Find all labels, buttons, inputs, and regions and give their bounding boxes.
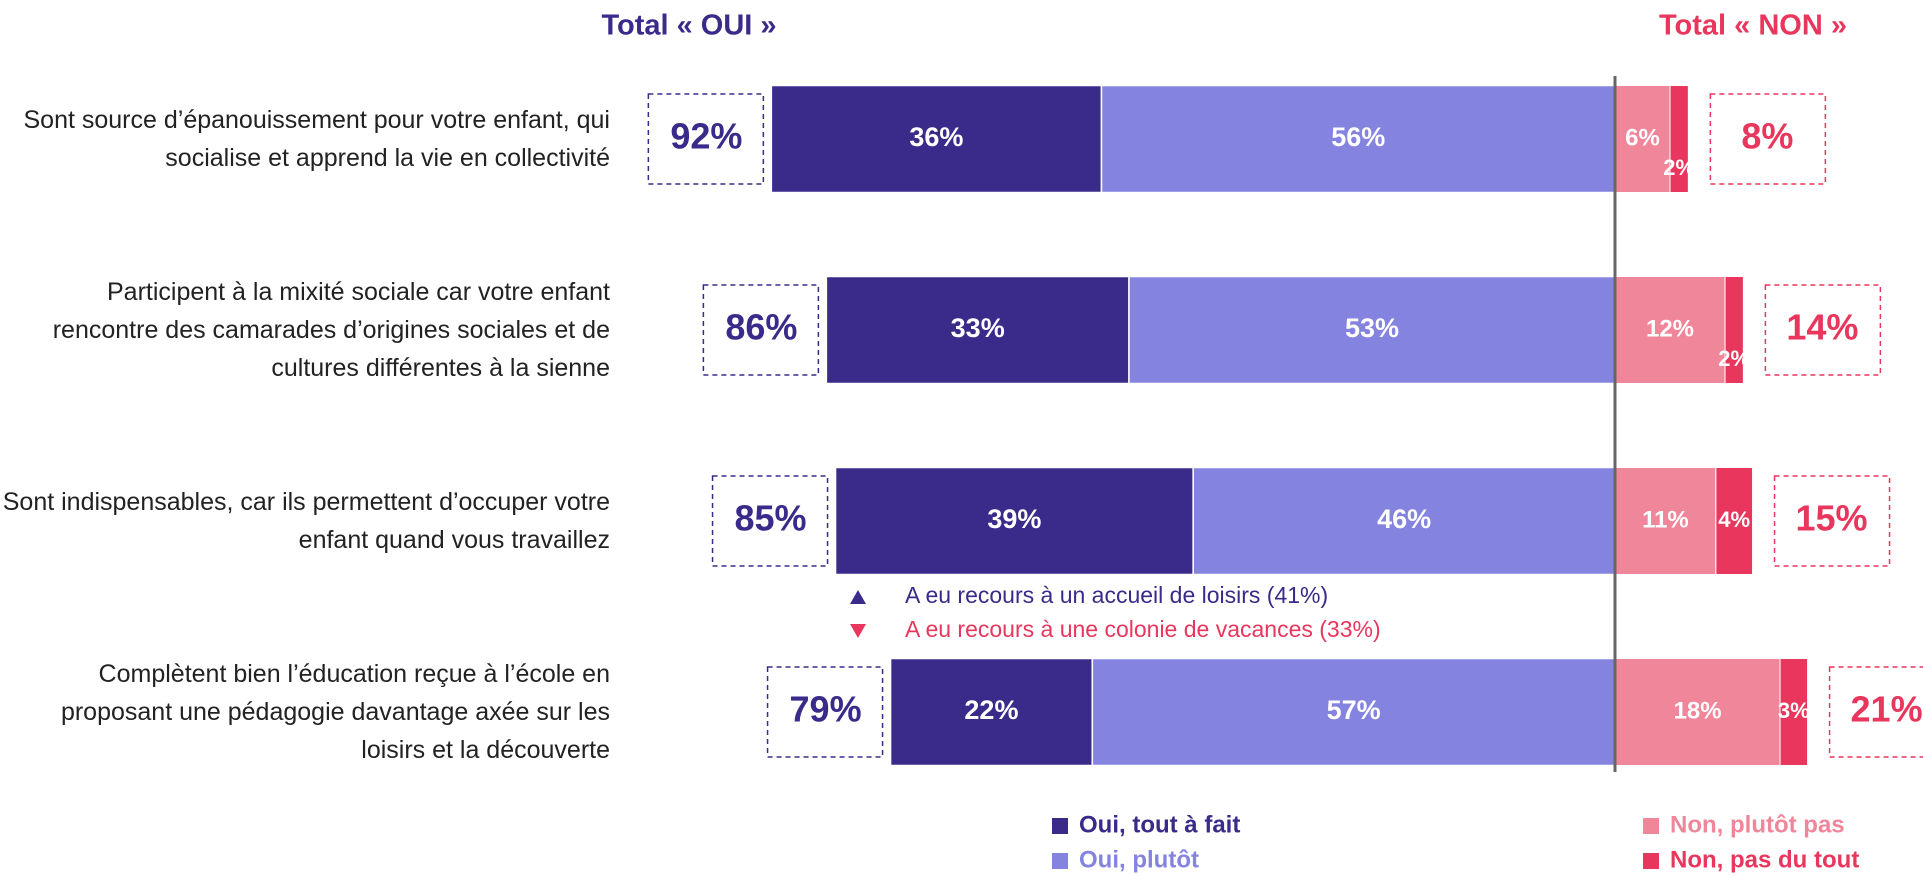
value-label: 33% [951,313,1005,343]
bar-segment [1614,467,1717,575]
value-label: 2% [1663,155,1695,180]
total-label: 15% [1796,498,1868,539]
category-label: Complètent bien l’éducation reçue à l’éc… [60,660,610,764]
value-label: 57% [1327,695,1381,725]
title-right: Total « NON » [1659,10,1847,42]
legend-swatch [1643,853,1659,869]
total-label: 21% [1851,689,1923,730]
bar-segment [1100,84,1616,194]
annotation: A eu recours à une colonie de vacances (… [905,616,1381,642]
value-label: 46% [1377,504,1431,534]
bar-segment [825,275,1130,385]
bar-segment [1715,467,1754,575]
legend-swatch [1052,853,1068,869]
annotation-marker [850,624,866,638]
value-label: 2% [1718,346,1750,371]
bar-segment [1669,85,1689,193]
legend-label: Oui, tout à fait [1079,811,1240,838]
value-label: 12% [1646,315,1694,342]
category-label: Sont indispensables, car ils permettent … [2,488,610,554]
bar-segment [1128,275,1616,385]
value-label: 53% [1345,313,1399,343]
value-label: 36% [909,122,963,152]
total-box [711,475,829,567]
value-label: 18% [1674,697,1722,724]
bar-segment [1724,276,1744,384]
total-label: 85% [735,498,807,539]
legend-swatch [1052,818,1068,834]
value-label: 22% [964,695,1018,725]
bar-segment [1614,658,1781,766]
bar-segment [889,657,1094,767]
total-label: 86% [725,307,797,348]
legend-label: Non, plutôt pas [1670,811,1845,838]
bar-segment [834,466,1194,576]
total-box [766,666,884,758]
value-label: 56% [1331,122,1385,152]
total-label: 79% [790,689,862,730]
total-label: 8% [1741,116,1793,157]
bar-segment [1091,657,1616,767]
value-label: 39% [987,504,1041,534]
bar-segment [1192,466,1616,576]
annotation-marker [850,590,866,604]
legend-label: Non, pas du tout [1670,846,1859,873]
total-box [1709,93,1827,185]
total-label: 14% [1786,307,1858,348]
value-label: 11% [1642,506,1689,533]
title-left: Total « OUI » [601,10,776,42]
total-box [1764,284,1882,376]
category-label: Sont source d’épanouissement pour votre … [23,106,611,172]
bar-segment [1779,658,1809,766]
legend-swatch [1643,818,1659,834]
category-label: Participent à la mixité sociale car votr… [52,278,610,382]
total-box [647,93,765,185]
bar-segment [770,84,1103,194]
total-box [1773,475,1891,567]
value-label: 6% [1625,124,1660,151]
value-label: 4% [1718,507,1750,532]
value-label: 3% [1778,698,1810,723]
annotation: A eu recours à un accueil de loisirs (41… [905,582,1328,608]
bar-segment [1614,85,1671,193]
bar-segment [1614,276,1726,384]
total-label: 92% [670,116,742,157]
total-box [702,284,820,376]
legend-label: Oui, plutôt [1079,846,1199,873]
total-box [1828,666,1923,758]
